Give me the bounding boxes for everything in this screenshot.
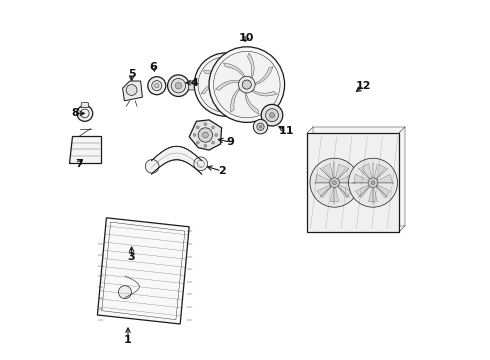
- Circle shape: [152, 81, 162, 91]
- Polygon shape: [216, 89, 221, 110]
- Text: 6: 6: [149, 62, 157, 72]
- Circle shape: [204, 123, 207, 126]
- Circle shape: [212, 126, 215, 129]
- Circle shape: [266, 109, 278, 122]
- Circle shape: [259, 125, 262, 128]
- Circle shape: [270, 113, 274, 118]
- Text: 7: 7: [75, 159, 82, 169]
- Text: 9: 9: [227, 137, 235, 147]
- Polygon shape: [223, 63, 245, 77]
- Circle shape: [257, 123, 264, 130]
- Circle shape: [202, 132, 208, 138]
- Polygon shape: [216, 80, 239, 90]
- Circle shape: [215, 134, 218, 136]
- Polygon shape: [232, 66, 245, 83]
- FancyBboxPatch shape: [81, 103, 88, 108]
- Circle shape: [214, 51, 280, 118]
- Polygon shape: [376, 185, 390, 198]
- Text: 2: 2: [218, 166, 225, 176]
- Circle shape: [219, 78, 233, 91]
- Polygon shape: [374, 164, 385, 179]
- Text: 4: 4: [191, 78, 198, 88]
- Circle shape: [145, 159, 159, 173]
- Circle shape: [198, 128, 213, 142]
- Text: 12: 12: [356, 81, 371, 91]
- Circle shape: [148, 77, 166, 95]
- Polygon shape: [317, 185, 331, 198]
- Polygon shape: [354, 174, 368, 183]
- Text: 3: 3: [128, 252, 135, 262]
- Circle shape: [253, 120, 268, 134]
- Polygon shape: [368, 188, 377, 202]
- Polygon shape: [122, 81, 143, 101]
- Polygon shape: [98, 218, 189, 324]
- Polygon shape: [338, 185, 352, 198]
- Circle shape: [239, 76, 255, 93]
- Circle shape: [242, 80, 251, 89]
- Polygon shape: [355, 185, 370, 198]
- Polygon shape: [203, 71, 223, 79]
- Circle shape: [126, 85, 137, 95]
- Circle shape: [168, 75, 189, 96]
- Circle shape: [310, 158, 359, 207]
- Circle shape: [261, 104, 283, 126]
- Circle shape: [196, 141, 199, 144]
- Circle shape: [119, 286, 131, 299]
- Text: 10: 10: [239, 33, 254, 43]
- Circle shape: [204, 144, 207, 147]
- Polygon shape: [247, 53, 254, 78]
- Polygon shape: [189, 120, 221, 150]
- Polygon shape: [201, 83, 220, 94]
- Text: 11: 11: [279, 126, 294, 136]
- Polygon shape: [314, 127, 405, 226]
- Circle shape: [196, 126, 199, 129]
- Polygon shape: [330, 188, 339, 202]
- Circle shape: [175, 82, 182, 89]
- Circle shape: [330, 178, 340, 188]
- Circle shape: [155, 84, 159, 88]
- Circle shape: [212, 141, 215, 144]
- Polygon shape: [231, 86, 252, 91]
- Polygon shape: [316, 174, 330, 183]
- Circle shape: [171, 78, 186, 93]
- Circle shape: [368, 178, 378, 188]
- Polygon shape: [69, 136, 101, 163]
- Text: 1: 1: [124, 335, 132, 345]
- Circle shape: [348, 158, 397, 207]
- Text: 8: 8: [71, 108, 79, 118]
- Circle shape: [222, 81, 230, 89]
- Circle shape: [333, 181, 337, 185]
- Polygon shape: [255, 67, 273, 85]
- Polygon shape: [322, 163, 333, 179]
- Polygon shape: [226, 91, 241, 107]
- Polygon shape: [336, 164, 346, 179]
- Circle shape: [194, 157, 208, 171]
- Polygon shape: [377, 174, 392, 183]
- Polygon shape: [245, 93, 258, 114]
- Text: 5: 5: [128, 69, 135, 79]
- Polygon shape: [307, 133, 399, 232]
- Polygon shape: [339, 174, 354, 183]
- Circle shape: [198, 57, 254, 112]
- Polygon shape: [361, 163, 372, 179]
- Circle shape: [77, 105, 93, 121]
- Polygon shape: [189, 80, 196, 90]
- Circle shape: [371, 181, 375, 185]
- Circle shape: [193, 134, 196, 136]
- Polygon shape: [231, 88, 240, 112]
- Circle shape: [209, 47, 285, 122]
- Polygon shape: [222, 58, 230, 78]
- Circle shape: [194, 53, 258, 116]
- Polygon shape: [252, 90, 277, 96]
